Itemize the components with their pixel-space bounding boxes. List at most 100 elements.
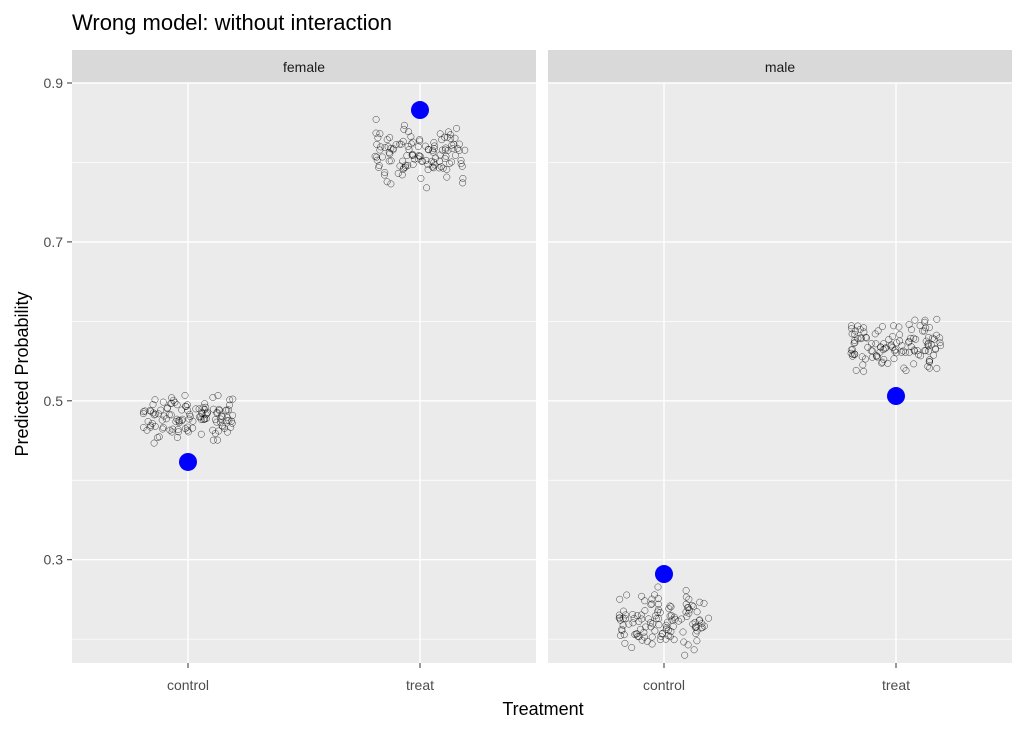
jitter-point bbox=[891, 347, 899, 355]
jitter-point bbox=[700, 622, 708, 630]
jitter-point bbox=[213, 409, 221, 417]
jitter-point bbox=[199, 416, 207, 424]
jitter-point bbox=[430, 145, 438, 153]
jitter-point bbox=[202, 415, 210, 422]
jitter-point bbox=[637, 625, 644, 633]
jitter-point bbox=[151, 422, 159, 430]
jitter-point bbox=[461, 146, 469, 154]
jitter-point bbox=[887, 342, 895, 350]
jitter-point bbox=[643, 637, 651, 645]
jitter-point bbox=[913, 347, 921, 355]
jitter-point bbox=[641, 607, 649, 615]
jitter-point bbox=[851, 351, 859, 358]
jitter-point bbox=[925, 324, 933, 331]
jitter-point bbox=[389, 145, 397, 153]
jitter-point bbox=[852, 366, 860, 374]
jitter-point bbox=[387, 157, 395, 165]
jitter-point bbox=[443, 173, 451, 181]
jitter-point bbox=[372, 129, 380, 137]
y-tick-label: 0.9 bbox=[44, 75, 64, 91]
jitter-point bbox=[847, 349, 855, 357]
jitter-point bbox=[857, 334, 865, 342]
jitter-point bbox=[912, 335, 920, 343]
summary-point-female-treat bbox=[411, 101, 429, 120]
jitter-point bbox=[424, 161, 432, 169]
jitter-point bbox=[921, 318, 929, 326]
jitter-point bbox=[195, 405, 203, 413]
jitter-point bbox=[932, 345, 939, 353]
jitter-point bbox=[199, 404, 207, 412]
jitter-point bbox=[226, 396, 234, 404]
jitter-point bbox=[656, 609, 664, 616]
jitter-point bbox=[705, 614, 713, 622]
jitter-point bbox=[656, 636, 664, 644]
jitter-point bbox=[872, 340, 880, 348]
jitter-point bbox=[174, 426, 182, 433]
jitter-point bbox=[696, 598, 704, 606]
jitter-point bbox=[383, 178, 391, 186]
jitter-point bbox=[848, 330, 856, 338]
jitter-point bbox=[383, 136, 391, 144]
jitter-point bbox=[864, 343, 872, 351]
jitter-point bbox=[902, 348, 910, 356]
jitter-point bbox=[685, 595, 693, 603]
jitter-point bbox=[377, 143, 385, 151]
jitter-point bbox=[683, 612, 691, 620]
jitter-point bbox=[681, 651, 689, 659]
jitter-point bbox=[625, 620, 633, 628]
jitter-point bbox=[186, 413, 194, 421]
jitter-point bbox=[630, 614, 638, 622]
jitter-point bbox=[171, 398, 179, 406]
jitter-point bbox=[666, 633, 674, 641]
jitter-point bbox=[922, 337, 930, 345]
jitter-point bbox=[417, 174, 425, 182]
jitter-point bbox=[228, 419, 236, 427]
jitter-point bbox=[645, 615, 652, 623]
jitter-point bbox=[159, 425, 167, 433]
x-axis-title: Treatment bbox=[502, 699, 583, 719]
jitter-point bbox=[447, 135, 455, 142]
jitter-point bbox=[647, 619, 654, 627]
jitter-point bbox=[921, 316, 929, 324]
jitter-point bbox=[449, 145, 456, 153]
jitter-point bbox=[396, 140, 404, 148]
jitter-point bbox=[668, 616, 676, 624]
jitter-point bbox=[916, 322, 924, 330]
jitter-point bbox=[159, 398, 167, 406]
jitter-point bbox=[684, 641, 692, 649]
jitter-point bbox=[652, 615, 660, 623]
jitter-point bbox=[445, 128, 452, 136]
jitter-point bbox=[229, 395, 237, 403]
jitter-point bbox=[905, 321, 913, 328]
facet-panels: female control treat male control treat bbox=[72, 50, 1012, 693]
jitter-point bbox=[184, 406, 192, 414]
jitter-point bbox=[418, 158, 426, 165]
jitter-point bbox=[659, 629, 667, 637]
jitter-point bbox=[223, 428, 231, 436]
jitter-point bbox=[693, 627, 701, 635]
jitter-point bbox=[401, 163, 409, 171]
jitter-point bbox=[373, 141, 381, 148]
jitter-point bbox=[444, 146, 452, 154]
jitter-point bbox=[872, 352, 880, 360]
jitter-point bbox=[183, 426, 191, 434]
jitter-point bbox=[166, 426, 174, 434]
jitter-point bbox=[162, 415, 170, 423]
jitter-point bbox=[222, 407, 230, 414]
jitter-point bbox=[878, 358, 886, 366]
jitter-point bbox=[937, 342, 945, 350]
jitter-point bbox=[374, 134, 382, 142]
jitter-point bbox=[448, 158, 456, 166]
jitter-point bbox=[229, 411, 237, 419]
jitter-point bbox=[638, 592, 646, 600]
jitter-point bbox=[163, 404, 171, 412]
jitter-point bbox=[638, 636, 646, 644]
jitter-point bbox=[910, 346, 918, 354]
jitter-point bbox=[629, 611, 637, 618]
jitter-point bbox=[700, 599, 708, 607]
jitter-point bbox=[852, 327, 860, 335]
jitter-point bbox=[688, 601, 696, 609]
jitter-point bbox=[933, 315, 941, 323]
jitter-point bbox=[407, 133, 415, 141]
jitter-point bbox=[146, 406, 154, 414]
